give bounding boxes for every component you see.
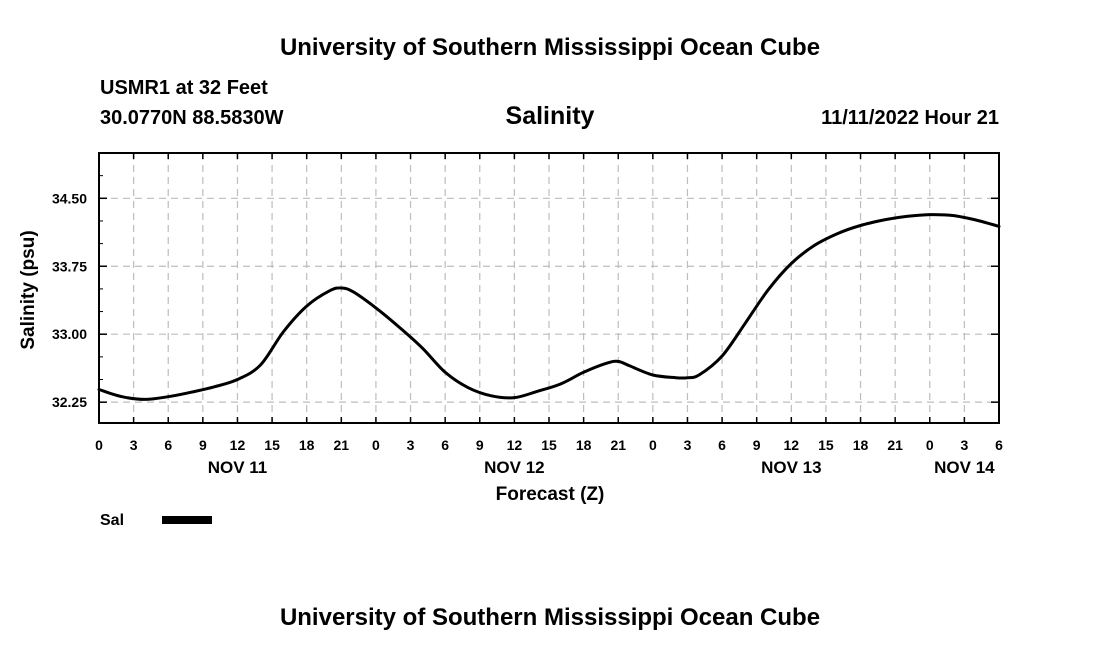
datetime-label: 11/11/2022 Hour 21 — [821, 107, 999, 129]
x-tick-label: 18 — [853, 437, 869, 453]
x-tick-labels: 0 3 6 9 12 15 18 21 0 3 6 9 12 15 18 21 0 3 6 9 12 15 18 21 0 3 6 — [95, 437, 1003, 453]
x-tick-label: 0 — [649, 437, 657, 453]
x-tick-label: 3 — [684, 437, 692, 453]
salinity-series-line — [97, 213, 1001, 401]
x-tick-label: 18 — [299, 437, 315, 453]
x-tick-label: 9 — [476, 437, 484, 453]
x-tick-label: 21 — [887, 437, 903, 453]
x-tick-label: 6 — [718, 437, 726, 453]
x-axis-label: Forecast (Z) — [496, 484, 605, 505]
station-label: USMR1 at 32 Feet — [100, 77, 268, 99]
x-tick-label: 6 — [441, 437, 449, 453]
y-tick-label: 33.00 — [52, 326, 87, 342]
x-tick-label: 12 — [230, 437, 246, 453]
x-tick-label: 0 — [926, 437, 934, 453]
x-tick-label: 18 — [576, 437, 592, 453]
y-axis-label: Salinity (psu) — [18, 230, 39, 349]
x-tick-label: 6 — [995, 437, 1003, 453]
x-tick-label: 3 — [407, 437, 415, 453]
x-tick-label: 3 — [130, 437, 138, 453]
x-tick-label: 12 — [784, 437, 800, 453]
x-tick-label: 3 — [960, 437, 968, 453]
y-tick-label: 34.50 — [52, 190, 87, 206]
x-tick-label: 12 — [507, 437, 523, 453]
x-tick-label: 15 — [541, 437, 557, 453]
x-tick-label: 6 — [164, 437, 172, 453]
y-tick-label: 32.25 — [52, 394, 87, 410]
legend-swatch — [162, 516, 212, 524]
day-label: NOV 14 — [934, 458, 995, 477]
y-tick-label: 33.75 — [52, 258, 87, 274]
x-tick-label: 9 — [199, 437, 207, 453]
x-tick-label: 21 — [610, 437, 626, 453]
bottom-title: University of Southern Mississippi Ocean… — [280, 604, 820, 631]
x-tick-label: 9 — [753, 437, 761, 453]
chart-title: Salinity — [506, 102, 595, 130]
day-labels: NOV 11 NOV 12 NOV 13 NOV 14 — [208, 458, 995, 477]
y-tick-labels: 32.25 33.75 33.00 34.50 — [52, 190, 87, 410]
day-label: NOV 12 — [484, 458, 544, 477]
day-label: NOV 11 — [208, 458, 268, 477]
x-tick-label: 15 — [264, 437, 280, 453]
day-label: NOV 13 — [761, 458, 821, 477]
coordinates-label: 30.0770N 88.5830W — [100, 107, 284, 129]
x-tick-label: 21 — [334, 437, 350, 453]
x-tick-label: 15 — [818, 437, 834, 453]
legend-label: Sal — [100, 512, 124, 529]
x-tick-label: 0 — [372, 437, 380, 453]
axis-ticks — [98, 153, 1000, 423]
top-title: University of Southern Mississippi Ocean… — [280, 34, 820, 61]
x-tick-label: 0 — [95, 437, 103, 453]
